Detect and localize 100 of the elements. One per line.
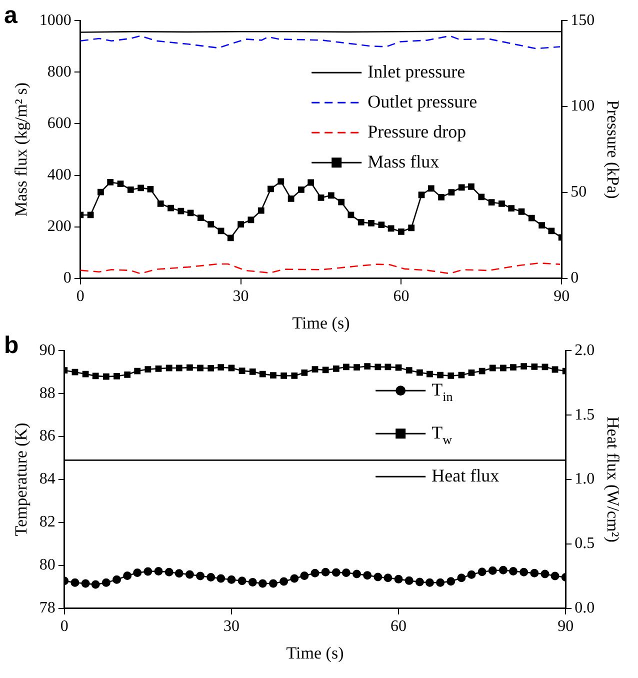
point bbox=[216, 574, 226, 583]
point bbox=[509, 566, 518, 576]
point bbox=[82, 370, 89, 378]
point bbox=[540, 570, 550, 578]
point bbox=[500, 364, 506, 372]
point bbox=[520, 568, 528, 576]
point bbox=[238, 576, 246, 586]
point bbox=[174, 569, 184, 578]
point bbox=[322, 366, 329, 374]
point bbox=[70, 578, 80, 587]
point bbox=[510, 364, 516, 371]
x-tick-label: 90 bbox=[558, 618, 574, 636]
point bbox=[368, 220, 374, 226]
line-series bbox=[80, 262, 561, 274]
point bbox=[112, 575, 121, 584]
point bbox=[310, 568, 320, 578]
legend-label: Inlet pressure bbox=[368, 61, 466, 82]
point bbox=[548, 228, 555, 234]
point bbox=[384, 364, 392, 370]
point bbox=[72, 368, 78, 376]
y-tick-label: 1000 bbox=[39, 12, 72, 29]
y-tick-label: 86 bbox=[39, 428, 56, 445]
point bbox=[144, 366, 152, 372]
x-tick-label: 0 bbox=[76, 288, 84, 306]
point bbox=[448, 372, 454, 379]
y2-tick-label: 1.0 bbox=[574, 470, 595, 488]
y2-axis-title: Heat flux (W/cm²) bbox=[603, 416, 622, 542]
y-axis-title: Temperature (K) bbox=[12, 422, 31, 536]
point bbox=[348, 212, 354, 218]
point bbox=[478, 194, 485, 200]
point bbox=[178, 208, 184, 214]
text: b bbox=[4, 332, 19, 360]
point bbox=[227, 575, 236, 584]
point bbox=[398, 228, 404, 235]
point bbox=[418, 192, 425, 198]
y2-tick-label: 1.5 bbox=[574, 406, 595, 424]
point bbox=[328, 192, 334, 199]
point bbox=[107, 179, 114, 186]
line-series bbox=[80, 35, 561, 50]
y2-tick-label: 0.0 bbox=[574, 600, 595, 617]
point bbox=[489, 364, 496, 372]
point bbox=[530, 568, 539, 578]
y2-axis-title: Pressure (kPa) bbox=[603, 100, 622, 199]
point bbox=[280, 577, 288, 586]
point bbox=[134, 368, 141, 374]
point bbox=[446, 577, 456, 586]
point bbox=[300, 571, 309, 580]
y-tick-label: 200 bbox=[47, 218, 72, 236]
point bbox=[415, 578, 424, 586]
point bbox=[268, 579, 278, 588]
point bbox=[157, 200, 164, 207]
point bbox=[508, 205, 515, 212]
point bbox=[518, 208, 525, 215]
x-tick-label: 60 bbox=[390, 618, 407, 636]
point bbox=[138, 184, 144, 192]
point bbox=[258, 579, 267, 588]
y-tick-label: 0 bbox=[63, 270, 72, 287]
y-tick-label: 84 bbox=[39, 470, 56, 488]
point bbox=[197, 364, 204, 372]
y2-tick-label: 0 bbox=[570, 270, 579, 287]
point bbox=[488, 199, 495, 206]
point bbox=[208, 365, 214, 372]
point bbox=[168, 204, 174, 212]
y-tick-label: 800 bbox=[47, 63, 72, 80]
point bbox=[406, 367, 412, 374]
point bbox=[268, 186, 274, 192]
y-tick-label: 78 bbox=[39, 600, 56, 617]
point bbox=[498, 566, 508, 574]
y2-tick-label: 0.5 bbox=[574, 535, 595, 552]
point bbox=[102, 578, 110, 587]
point bbox=[154, 566, 163, 576]
point bbox=[147, 186, 154, 192]
y-tick-label: 400 bbox=[47, 166, 72, 184]
y-tick-label: 82 bbox=[39, 514, 56, 531]
point bbox=[436, 578, 445, 587]
x-axis-title: Time (s) bbox=[292, 313, 350, 332]
point bbox=[280, 372, 288, 379]
point bbox=[259, 370, 266, 378]
legend-label: Outlet pressure bbox=[368, 91, 478, 112]
point bbox=[198, 214, 204, 222]
point bbox=[531, 364, 538, 370]
point bbox=[91, 580, 100, 589]
point bbox=[364, 363, 371, 370]
point bbox=[374, 364, 382, 370]
point bbox=[155, 365, 162, 372]
x-axis-title: Time (s) bbox=[286, 643, 344, 662]
point bbox=[388, 225, 394, 232]
point bbox=[342, 364, 350, 370]
point bbox=[166, 364, 172, 372]
point bbox=[133, 568, 142, 577]
point bbox=[354, 364, 360, 371]
point bbox=[308, 179, 314, 186]
point bbox=[437, 372, 444, 378]
point bbox=[457, 574, 466, 582]
x-tick-label: 30 bbox=[223, 618, 240, 636]
point bbox=[338, 198, 345, 206]
point bbox=[196, 572, 205, 580]
point bbox=[92, 372, 99, 380]
point bbox=[187, 210, 194, 216]
point bbox=[404, 576, 414, 585]
